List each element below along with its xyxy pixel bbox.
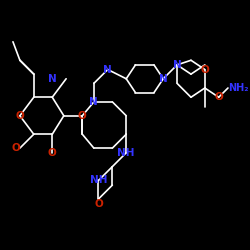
Text: NH: NH — [118, 148, 135, 158]
Text: N: N — [159, 74, 168, 84]
Text: O: O — [94, 199, 103, 209]
Text: NH: NH — [90, 176, 107, 186]
Text: O: O — [48, 148, 57, 158]
Text: N: N — [173, 60, 182, 70]
Text: O: O — [214, 92, 223, 102]
Text: O: O — [16, 111, 24, 121]
Text: O: O — [200, 64, 209, 74]
Text: O: O — [11, 143, 20, 153]
Text: O: O — [78, 111, 87, 121]
Text: NH₂: NH₂ — [228, 83, 248, 93]
Text: N: N — [90, 97, 98, 107]
Text: N: N — [103, 64, 112, 74]
Text: N: N — [48, 74, 57, 84]
